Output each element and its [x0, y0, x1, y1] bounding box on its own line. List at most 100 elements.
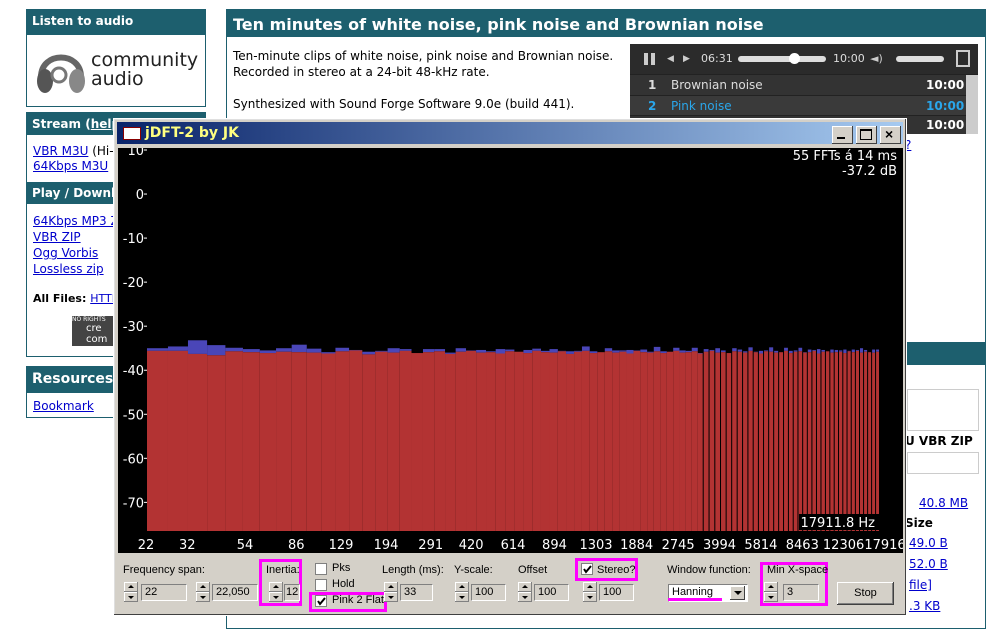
close-button[interactable]: ×	[880, 126, 901, 144]
spinner[interactable]	[455, 582, 469, 602]
peak-bar	[188, 340, 207, 354]
checkbox[interactable]	[315, 595, 327, 607]
level-bar	[496, 353, 505, 531]
level-bar	[864, 352, 867, 531]
table-cell	[907, 389, 979, 431]
control-label: Offset	[518, 564, 547, 576]
control-label: Stereo?	[597, 564, 636, 576]
check-mark	[316, 596, 326, 606]
peak-bar	[335, 348, 349, 352]
spinner[interactable]	[583, 582, 597, 602]
track-row[interactable]: 1 Brownian noise 10:00	[630, 75, 966, 95]
check-stroke	[318, 598, 325, 604]
peak-bar	[456, 348, 466, 352]
peak-bar	[207, 345, 225, 355]
spinner[interactable]	[764, 582, 778, 602]
peak-bar	[721, 350, 726, 352]
progress-thumb[interactable]	[789, 53, 800, 64]
all-files-label: All Files:	[33, 292, 86, 305]
description: Synthesized with Sound Forge Software 9.…	[233, 97, 574, 111]
maximize-button[interactable]	[856, 126, 877, 144]
spinner[interactable]	[196, 582, 210, 602]
level-bar	[876, 352, 879, 531]
spinner[interactable]	[518, 582, 532, 602]
y-tick-label: -30	[123, 320, 144, 335]
logo-text: audio	[91, 68, 144, 90]
peak-bar	[647, 352, 654, 353]
size-link[interactable]: 40.8 MB	[919, 496, 968, 510]
input-field[interactable]: 22,050	[212, 584, 258, 601]
level-bar	[698, 353, 703, 531]
track-duration: 10:00	[926, 118, 964, 132]
spinner[interactable]	[384, 582, 398, 602]
x-tick-label: 54	[237, 538, 254, 553]
input-field[interactable]: 12	[284, 584, 300, 601]
peak-bar	[375, 351, 387, 352]
level-bar	[590, 353, 598, 531]
level-bar	[710, 351, 715, 531]
input-field[interactable]: 100	[599, 584, 634, 601]
cc-badge: NO RIGHTS cre com	[72, 316, 114, 346]
peak-bar	[445, 353, 456, 354]
track-duration: 10:00	[926, 78, 964, 92]
download-link[interactable]: 64Kbps MP3 Z	[33, 214, 119, 228]
download-link[interactable]: Ogg Vorbis	[33, 246, 98, 260]
input-field[interactable]: 100	[471, 584, 506, 601]
peak-bar	[523, 350, 532, 353]
peak-bar	[321, 352, 335, 353]
next-icon[interactable]: ▶	[683, 54, 690, 64]
stop-button[interactable]: Stop	[837, 582, 894, 605]
control-label: Y-scale:	[454, 564, 493, 576]
prev-icon[interactable]: ◀	[667, 54, 674, 64]
x-tick-label: 129	[329, 538, 354, 553]
checkbox[interactable]	[581, 563, 593, 575]
checkbox[interactable]	[315, 563, 327, 575]
select-arrow[interactable]	[730, 586, 745, 600]
peak-bar	[505, 350, 514, 352]
level-bar	[839, 352, 842, 531]
peak-bar	[830, 350, 833, 353]
progress-track[interactable]	[738, 56, 826, 62]
volume-track[interactable]	[896, 56, 944, 62]
pause-icon[interactable]	[651, 53, 655, 65]
size-link[interactable]: 49.0 B	[909, 536, 948, 550]
spinner[interactable]	[124, 582, 138, 602]
level-bar	[743, 353, 747, 531]
download-link[interactable]: Lossless zip	[33, 262, 104, 276]
input-field[interactable]: 22	[141, 584, 187, 601]
peak-bar	[686, 351, 692, 352]
minimize-button[interactable]	[832, 126, 853, 144]
peak-bar	[388, 348, 400, 352]
level-bar	[660, 353, 666, 531]
track-number: 2	[648, 99, 656, 113]
level-bar	[307, 353, 322, 531]
trash-icon[interactable]	[956, 50, 970, 67]
page-body: Listen to audio community audio Stream (…	[0, 0, 1005, 616]
size-link[interactable]: 52.0 B	[909, 557, 948, 571]
volume-icon[interactable]: ◄)	[870, 52, 883, 65]
download-link[interactable]: VBR ZIP	[33, 230, 81, 244]
level-bar	[335, 351, 349, 531]
size-link[interactable]: file]	[909, 578, 932, 592]
x-tick-label: 614	[501, 538, 526, 553]
track-row[interactable]: 2 Pink noise 10:00	[630, 96, 966, 115]
spinner[interactable]	[269, 582, 283, 602]
level-bar	[769, 352, 773, 531]
checkbox[interactable]	[315, 579, 327, 591]
peak-bar	[856, 350, 859, 351]
scrollbar[interactable]	[966, 75, 978, 134]
peak-bar	[692, 348, 698, 352]
size-link[interactable]: .3 KB	[909, 599, 940, 613]
input-field[interactable]: 33	[400, 584, 433, 601]
peak-bar	[541, 351, 550, 352]
input-field[interactable]: 100	[534, 584, 569, 601]
resource-link[interactable]: Bookmark	[33, 399, 94, 413]
stream-link[interactable]: 64Kbps M3U	[33, 159, 108, 173]
peak-bar	[743, 351, 747, 352]
level-bar	[582, 351, 590, 531]
pause-icon[interactable]	[644, 53, 648, 65]
stream-link[interactable]: VBR M3U	[33, 144, 88, 158]
input-field[interactable]: 3	[783, 584, 819, 601]
app-icon	[123, 127, 141, 140]
level-bar	[673, 351, 679, 531]
